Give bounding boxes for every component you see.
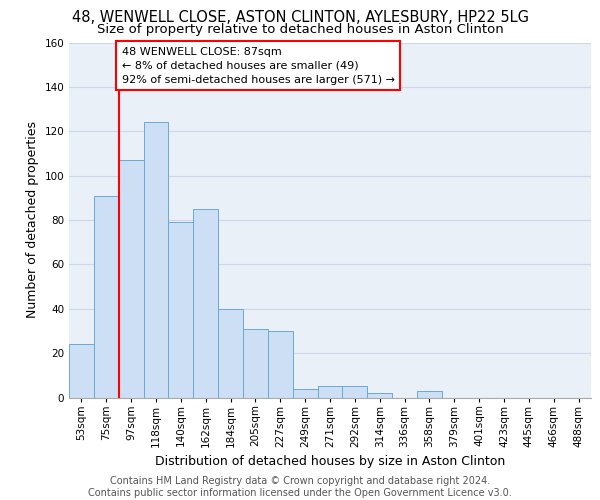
Text: Contains HM Land Registry data © Crown copyright and database right 2024.
Contai: Contains HM Land Registry data © Crown c… [88,476,512,498]
Text: 48 WENWELL CLOSE: 87sqm
← 8% of detached houses are smaller (49)
92% of semi-det: 48 WENWELL CLOSE: 87sqm ← 8% of detached… [122,47,395,85]
Text: 48, WENWELL CLOSE, ASTON CLINTON, AYLESBURY, HP22 5LG: 48, WENWELL CLOSE, ASTON CLINTON, AYLESB… [71,10,529,25]
Bar [143,122,169,398]
Bar [193,209,218,398]
Bar [69,344,94,398]
Bar [218,308,243,398]
Bar [94,196,119,398]
Bar [119,160,143,398]
Bar [317,386,343,398]
Bar [169,222,193,398]
Bar [367,393,392,398]
Bar [268,331,293,398]
Text: Size of property relative to detached houses in Aston Clinton: Size of property relative to detached ho… [97,22,503,36]
Bar [243,328,268,398]
Y-axis label: Number of detached properties: Number of detached properties [26,122,39,318]
Bar [293,388,317,398]
X-axis label: Distribution of detached houses by size in Aston Clinton: Distribution of detached houses by size … [155,455,505,468]
Bar [343,386,367,398]
Bar [417,391,442,398]
